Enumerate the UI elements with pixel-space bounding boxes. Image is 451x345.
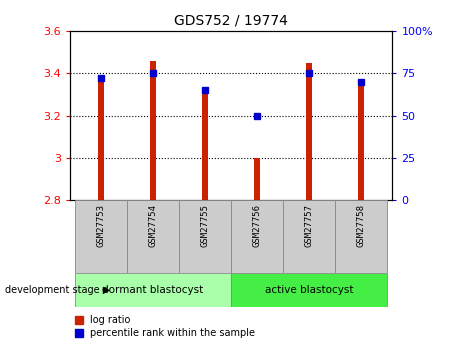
Text: active blastocyst: active blastocyst [265,285,354,295]
Bar [231,273,387,307]
Text: development stage ▶: development stage ▶ [5,285,110,295]
Bar [150,61,156,200]
Legend: log ratio, percentile rank within the sample: log ratio, percentile rank within the sa… [75,315,255,338]
Text: GSM27757: GSM27757 [305,204,313,247]
Text: GSM27753: GSM27753 [97,204,106,247]
Bar [75,273,231,307]
Bar [127,200,179,273]
Bar [231,200,283,273]
Bar [202,95,208,200]
Text: GSM27756: GSM27756 [253,204,262,247]
Title: GDS752 / 19774: GDS752 / 19774 [174,13,288,27]
Bar [98,78,104,200]
Bar [179,200,231,273]
Bar [358,86,364,200]
Text: GSM27758: GSM27758 [357,204,366,247]
Bar [75,200,127,273]
Bar [335,200,387,273]
Bar [306,63,312,200]
Text: GSM27755: GSM27755 [201,204,210,247]
Bar [283,200,335,273]
Bar [254,158,260,200]
Text: dormant blastocyst: dormant blastocyst [102,285,204,295]
Text: GSM27754: GSM27754 [149,204,157,247]
